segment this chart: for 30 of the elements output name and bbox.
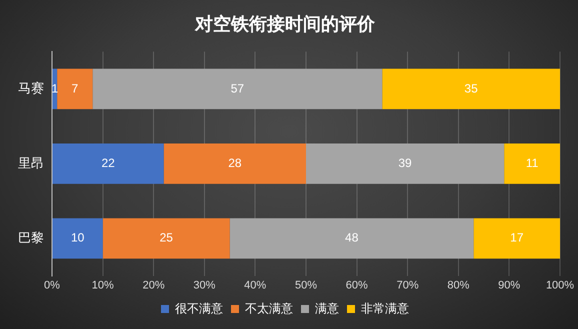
data-label: 48 [345, 230, 359, 245]
x-tick-label: 10% [92, 279, 114, 292]
chart-title: 对空铁衔接时间的评价 [194, 14, 376, 34]
legend-label: 不太满意 [245, 301, 293, 316]
data-label: 57 [230, 81, 244, 96]
legend-label: 非常满意 [361, 301, 409, 316]
y-tick-label: 巴黎 [18, 230, 44, 246]
x-tick-label: 0% [44, 279, 60, 292]
x-tick-label: 80% [447, 279, 470, 292]
x-tick-label: 40% [244, 279, 266, 292]
data-label: 22 [101, 156, 116, 170]
y-tick-label: 里昂 [18, 155, 44, 170]
data-label: 25 [160, 230, 174, 245]
data-label: 28 [228, 156, 242, 170]
y-tick-label: 马赛 [18, 80, 44, 96]
x-tick-label: 50% [294, 279, 318, 292]
x-tick-label: 30% [193, 279, 216, 292]
legend-label: 满意 [315, 301, 339, 316]
data-label: 39 [398, 156, 412, 170]
x-tick-label: 70% [396, 279, 419, 292]
x-tick-label: 20% [142, 279, 165, 292]
legend-label: 很不满意 [175, 301, 223, 316]
data-label: 7 [72, 81, 79, 96]
x-tick-label: 100% [546, 279, 574, 292]
data-label: 11 [526, 156, 539, 170]
x-tick-label: 60% [346, 279, 368, 292]
data-label: 35 [464, 81, 478, 96]
data-label: 17 [510, 230, 524, 245]
data-label: 10 [70, 230, 85, 245]
x-tick-label: 90% [498, 279, 520, 292]
